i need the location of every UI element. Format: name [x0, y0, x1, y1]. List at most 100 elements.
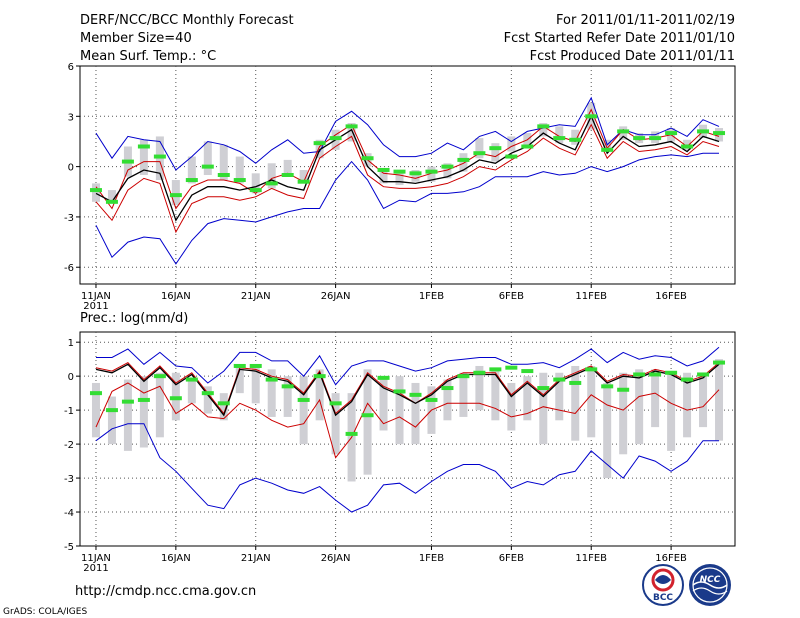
forecast-period: For 2011/01/11-2011/02/19 — [556, 13, 735, 28]
spread-box — [475, 138, 484, 159]
spread-box — [139, 139, 148, 175]
observed-marker — [697, 372, 710, 377]
ncc-logo: NCC — [689, 564, 731, 606]
spread-box — [171, 180, 180, 206]
member-size-label: Member Size=40 — [80, 31, 192, 46]
observed-marker — [425, 397, 438, 402]
observed-marker — [281, 173, 294, 177]
observed-marker — [393, 389, 406, 394]
observed-marker — [297, 397, 310, 402]
spread-box — [267, 369, 276, 417]
spread-box — [603, 382, 612, 479]
observed-marker — [441, 164, 454, 169]
observed-marker — [329, 136, 342, 141]
observed-marker — [633, 372, 646, 377]
spread-box — [315, 369, 324, 421]
observed-marker — [329, 401, 342, 406]
series-line-lower — [95, 123, 720, 234]
spread-box — [299, 376, 308, 445]
spread-box — [651, 369, 660, 428]
spread-box — [555, 126, 564, 144]
observed-marker — [553, 377, 566, 382]
spread-box — [267, 163, 276, 189]
observed-marker — [249, 188, 262, 193]
observed-marker — [393, 169, 406, 174]
observed-marker — [665, 370, 678, 375]
spread-box — [219, 144, 228, 181]
spread-box — [139, 376, 148, 448]
spread-box — [155, 372, 164, 438]
observed-marker — [585, 367, 598, 372]
observed-marker — [377, 375, 390, 380]
x-year-label: 2011 — [83, 301, 108, 312]
y-tick-label: -5 — [64, 542, 74, 553]
y-tick-label: -6 — [64, 263, 74, 274]
spread-box — [235, 365, 244, 394]
spread-box — [107, 190, 116, 201]
y-tick-label: 6 — [68, 62, 74, 73]
observed-marker — [153, 154, 166, 159]
observed-marker — [153, 374, 166, 379]
observed-marker — [713, 131, 726, 136]
spread-box — [235, 156, 244, 184]
observed-marker — [569, 137, 582, 142]
observed-marker — [537, 386, 550, 391]
x-tick-label: 6FEB — [499, 291, 524, 302]
series-line-min — [95, 423, 719, 513]
observed-marker — [521, 144, 534, 149]
spread-box — [539, 123, 548, 137]
observed-marker — [473, 370, 486, 375]
observed-marker — [521, 369, 534, 374]
series-line-upper — [95, 108, 720, 210]
refer-date: Fcst Started Refer Date 2011/01/10 — [504, 31, 735, 46]
spread-box — [395, 169, 404, 186]
observed-marker — [297, 179, 310, 184]
x-tick-label: 21JAN — [241, 291, 271, 302]
observed-marker — [633, 136, 646, 141]
observed-marker — [617, 387, 630, 392]
observed-marker — [713, 360, 726, 365]
spread-box — [491, 143, 500, 162]
spread-box — [251, 365, 260, 404]
observed-marker — [201, 164, 214, 169]
observed-marker — [457, 157, 470, 162]
figure-title: DERF/NCC/BCC Monthly Forecast — [80, 13, 294, 28]
observed-marker — [361, 156, 374, 161]
spread-box — [363, 369, 372, 475]
observed-marker — [185, 178, 198, 183]
spread-box — [683, 372, 692, 438]
x-tick-label: 16JAN — [161, 553, 191, 564]
x-tick-label: 26JAN — [321, 291, 351, 302]
observed-marker — [457, 374, 470, 379]
observed-marker — [313, 374, 326, 379]
x-tick-label: 16JAN — [161, 291, 191, 302]
observed-marker — [649, 136, 662, 141]
spread-box — [107, 396, 116, 445]
spread-box — [203, 141, 212, 175]
x-year-label: 2011 — [83, 563, 108, 574]
observed-marker — [601, 384, 614, 389]
spread-box — [331, 393, 340, 455]
observed-marker — [249, 363, 262, 368]
observed-marker — [345, 431, 358, 436]
observed-marker — [377, 167, 390, 172]
x-tick-label: 26JAN — [321, 553, 351, 564]
observed-marker — [361, 413, 374, 418]
y-tick-label: -3 — [64, 474, 74, 485]
y-tick-label: 0 — [68, 163, 74, 174]
spread-box — [187, 156, 196, 184]
observed-marker — [489, 367, 502, 372]
spread-box — [299, 169, 308, 182]
spread-box — [315, 139, 324, 159]
observed-marker — [217, 401, 230, 406]
spread-box — [507, 136, 516, 152]
y-tick-label: -2 — [64, 440, 74, 451]
spread-box — [283, 376, 292, 417]
series-line-mean — [95, 363, 720, 417]
observed-marker — [681, 377, 694, 382]
spread-box — [699, 376, 708, 428]
y-tick-label: -1 — [64, 406, 74, 417]
observed-marker — [137, 397, 150, 402]
observed-marker — [105, 199, 118, 204]
